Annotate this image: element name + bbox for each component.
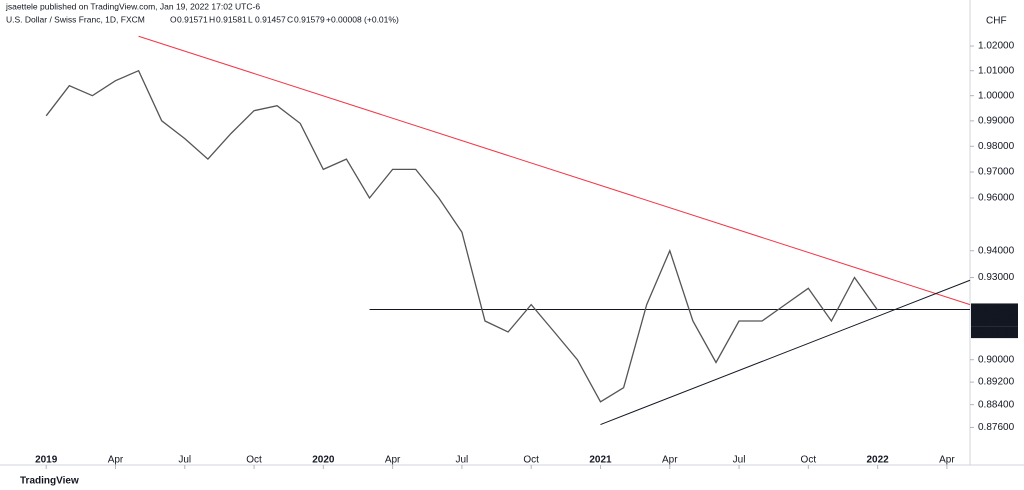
x-tick-label: Oct bbox=[801, 455, 817, 466]
y-tick-label: 1.00000 bbox=[978, 90, 1015, 101]
x-tick-label: Apr bbox=[385, 455, 401, 466]
price-label: 0.91579 bbox=[975, 315, 1012, 326]
x-tick-label: 2022 bbox=[866, 455, 889, 466]
brand: TradingView bbox=[20, 476, 79, 487]
ohlc-row: O 0.91571 H 0.91581 L 0.91457 C 0.91579 +0.00008… bbox=[170, 14, 399, 24]
countdown: 22:57:22 bbox=[975, 327, 1014, 338]
price-line bbox=[45, 69, 879, 403]
ohlc-item: O bbox=[170, 14, 177, 24]
x-tick-label: Oct bbox=[523, 455, 539, 466]
x-tick-label: Jul bbox=[456, 455, 469, 466]
symbol-name: U.S. Dollar / Swiss Franc, 1D, FXCM bbox=[6, 14, 145, 24]
y-tick-label: 0.98000 bbox=[978, 141, 1015, 152]
x-tick-label: 2019 bbox=[35, 455, 58, 466]
currency: CHF bbox=[986, 16, 1007, 27]
x-tick-label: 2020 bbox=[312, 455, 335, 466]
trendline bbox=[600, 279, 971, 426]
ohlc-item: 0.91457 bbox=[255, 14, 286, 24]
y-tick-label: 0.94000 bbox=[978, 245, 1015, 256]
y-tick-label: 0.99000 bbox=[978, 115, 1015, 126]
y-tick-label: 0.89200 bbox=[978, 377, 1015, 388]
price-axis-bg bbox=[970, 0, 1024, 465]
x-tick-label: Apr bbox=[662, 455, 678, 466]
ohlc-item: 0.91571 bbox=[177, 14, 208, 24]
publisher-note: jsaettele published on TradingView.com, … bbox=[5, 1, 260, 11]
y-tick-label: 0.87600 bbox=[978, 422, 1015, 433]
x-tick-label: Apr bbox=[108, 455, 124, 466]
x-tick-label: Oct bbox=[246, 455, 262, 466]
y-tick-label: 0.88400 bbox=[978, 399, 1015, 410]
ohlc-item: 0.91579 bbox=[294, 14, 325, 24]
ohlc-item: L bbox=[248, 14, 253, 24]
x-tick-label: Jul bbox=[733, 455, 746, 466]
price-label-box bbox=[971, 314, 1018, 327]
countdown-box bbox=[971, 326, 1018, 339]
price-label-box bbox=[971, 303, 1018, 316]
y-tick-label: 1.02000 bbox=[978, 41, 1015, 52]
y-tick-label: 0.90000 bbox=[978, 354, 1015, 365]
ohlc-item: +0.00008 (+0.01%) bbox=[326, 14, 399, 24]
y-tick-label: 0.93000 bbox=[978, 272, 1015, 283]
ohlc-item: H bbox=[209, 14, 215, 24]
trendline bbox=[138, 35, 971, 306]
x-tick-label: Apr bbox=[939, 455, 955, 466]
y-tick-label: 1.01000 bbox=[978, 65, 1015, 76]
x-tick-label: Jul bbox=[178, 455, 191, 466]
y-tick-label: 0.97000 bbox=[978, 167, 1015, 178]
ohlc-item: C bbox=[287, 14, 293, 24]
y-tick-label: 0.96000 bbox=[978, 193, 1015, 204]
x-tick-label: 2021 bbox=[589, 455, 612, 466]
ohlc-item: 0.91581 bbox=[216, 14, 247, 24]
price-label: 0.91823 bbox=[975, 304, 1012, 315]
